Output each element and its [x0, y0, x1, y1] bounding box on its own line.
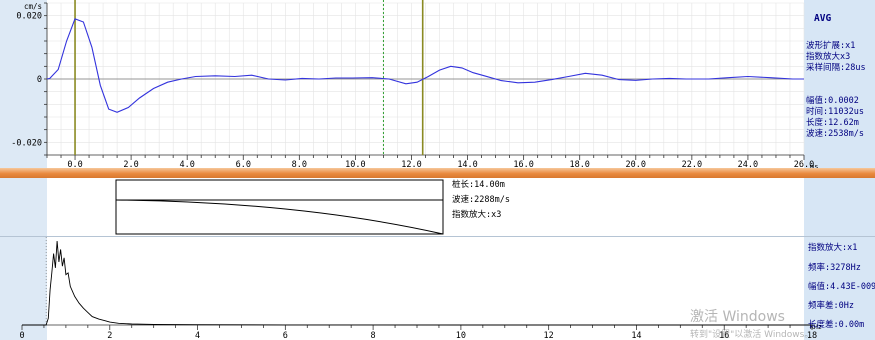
middle-right-gutter — [804, 178, 875, 236]
spectrum-x-tick-label: 0 — [19, 331, 24, 340]
waveform-x-tick-label: 0.0 — [67, 160, 82, 170]
amplitude-readout: 幅值:0.0002 — [806, 96, 859, 106]
spectrum-x-tick-label: 14 — [631, 331, 641, 340]
spectrum-length-diff: 长度差:0.00m — [808, 320, 865, 330]
velocity-readout: 波速:2538m/s — [806, 129, 864, 139]
waveform-x-tick-label: 8.0 — [292, 160, 307, 170]
pile-length-label: 桩长:14.00m — [452, 180, 505, 190]
bottom-left-gutter — [0, 237, 47, 340]
spectrum-series-line — [22, 240, 812, 326]
spectrum-exp-amplify: 指数放大:x1 — [808, 243, 858, 253]
waveform-x-tick-label: 16.0 — [513, 160, 533, 170]
time-readout: 时间:11032us — [806, 107, 864, 117]
top-left-gutter — [0, 0, 47, 168]
spectrum-x-tick-label: 6 — [283, 331, 288, 340]
spectrum-x-tick-label: 16 — [719, 331, 729, 340]
top-info-panel — [804, 0, 875, 168]
waveform-y-tick-label: 0.020 — [16, 12, 42, 22]
waveform-y-unit: cm/s — [24, 2, 42, 11]
waveform-x-tick-label: 20.0 — [626, 160, 646, 170]
pile-model-panel — [0, 178, 875, 237]
spectrum-freq-diff: 频率差:0Hz — [808, 301, 854, 311]
spectrum-x-tick-label: 2 — [107, 331, 112, 340]
pile-velocity-label: 波速:2288m/s — [452, 195, 510, 205]
waveform-y-tick-label: -0.020 — [11, 138, 42, 148]
waveform-x-tick-label: 18.0 — [569, 160, 589, 170]
waveform-x-unit: ms — [810, 163, 818, 170]
waveform-x-tick-label: 10.0 — [345, 160, 365, 170]
spectrum-x-tick-label: 18 — [807, 331, 817, 340]
length-readout: 长度:12.62m — [806, 118, 859, 128]
spectrum-frequency: 频率:3278Hz — [808, 263, 861, 273]
sample-interval-label: 采样间隔:28us — [806, 63, 866, 73]
waveform-y-tick-label: 0 — [37, 75, 42, 85]
waveform-x-tick-label: 22.0 — [682, 160, 702, 170]
pile-exp-amplify-label: 指数放大:x3 — [452, 210, 502, 220]
windows-activation-hint: 转到"设置"以激活 Windows。 — [690, 330, 814, 340]
waveform-x-tick-label: 26.0 — [794, 160, 814, 170]
waveform-chart[interactable]: 0.0 2.0 4.0 6.0 8.0 10.0 12.0 14.0 16.0 18.0 20.0 2… — [0, 0, 875, 170]
waveform-expand-label: 波形扩展:x1 — [806, 41, 856, 51]
avg-title: AVG — [814, 13, 832, 24]
pile-model-diagram[interactable] — [0, 178, 875, 236]
spectrum-x-unit: KHz — [810, 323, 822, 331]
spectrum-x-tick-label: 8 — [371, 331, 376, 340]
panel-divider-bar[interactable] — [0, 168, 875, 178]
waveform-x-tick-label: 12.0 — [401, 160, 421, 170]
windows-activation-watermark: 激活 Windows — [690, 309, 785, 325]
waveform-x-tick-label: 14.0 — [457, 160, 477, 170]
spectrum-x-tick-label: 10 — [456, 331, 466, 340]
waveform-x-tick-label: 2.0 — [123, 160, 138, 170]
spectrum-amplitude: 幅值:4.43E-009 — [808, 282, 875, 292]
waveform-x-tick-label: 6.0 — [236, 160, 251, 170]
middle-left-gutter — [0, 178, 47, 236]
exp-amplify-label: 指数放大x3 — [806, 52, 851, 62]
waveform-x-tick-label: 4.0 — [180, 160, 195, 170]
bottom-info-panel — [804, 237, 875, 340]
waveform-x-tick-label: 24.0 — [738, 160, 758, 170]
spectrum-x-tick-label: 4 — [195, 331, 200, 340]
spectrum-x-tick-label: 12 — [544, 331, 554, 340]
waveform-series-line — [46, 18, 804, 113]
